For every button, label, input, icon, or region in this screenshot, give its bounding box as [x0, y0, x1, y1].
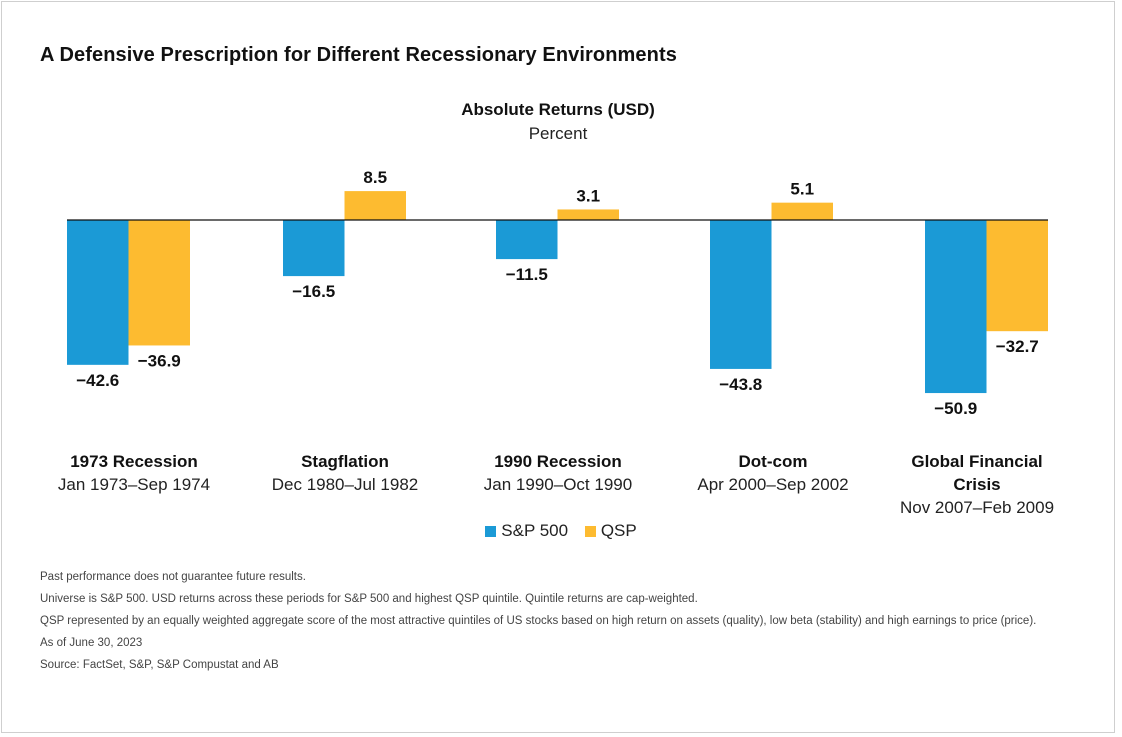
bar-qsp-3	[771, 202, 833, 220]
category-dates-0: Jan 1973–Sep 1974	[58, 475, 210, 494]
category-dates-1: Dec 1980–Jul 1982	[272, 475, 419, 494]
data-label-qsp-3: 5.1	[790, 180, 814, 199]
bar-sp500-1	[283, 220, 345, 277]
category-label-3: Dot-com	[739, 452, 808, 471]
footnote-qsp-definition: QSP represented by an equally weighted a…	[40, 615, 1037, 627]
chart-subtitle: Absolute Returns (USD)	[461, 100, 655, 119]
legend: S&P 500 QSP	[0, 521, 1122, 541]
page-title: A Defensive Prescription for Different R…	[40, 44, 677, 66]
category-label-2: 1990 Recession	[494, 452, 622, 471]
category-label-4-line2: Crisis	[953, 475, 1000, 494]
footnote-date: As of June 30, 2023	[40, 637, 143, 649]
category-label-0: 1973 Recession	[70, 452, 198, 471]
bar-sp500-3	[710, 220, 772, 369]
category-label-1: Stagflation	[301, 452, 389, 471]
data-label-sp500-2: −11.5	[506, 265, 548, 284]
data-label-sp500-0: −42.6	[76, 371, 119, 390]
data-label-qsp-0: −36.9	[138, 351, 181, 370]
legend-swatch-qsp	[584, 526, 596, 537]
category-dates-3: Apr 2000–Sep 2002	[697, 475, 848, 494]
footnotes: Past performance does not guarantee futu…	[40, 566, 1036, 676]
bar-sp500-2	[496, 220, 558, 260]
category-dates-4: Nov 2007–Feb 2009	[900, 498, 1054, 517]
data-label-qsp-2: 3.1	[576, 186, 600, 205]
bar-qsp-1	[344, 191, 406, 220]
footnote-performance: Past performance does not guarantee futu…	[40, 571, 306, 583]
legend-item-qsp: QSP	[584, 521, 637, 541]
chart-unit: Percent	[528, 124, 588, 143]
data-label-sp500-4: −50.9	[934, 399, 977, 418]
footnote-source: Source: FactSet, S&P, S&P Compustat and …	[40, 659, 279, 671]
legend-label-sp500: S&P 500	[501, 521, 569, 540]
footnote-universe: Universe is S&P 500. USD returns across …	[40, 593, 698, 605]
data-label-qsp-4: −32.7	[996, 337, 1039, 356]
bar-qsp-2	[557, 209, 619, 220]
data-label-sp500-3: −43.8	[719, 375, 762, 394]
bar-qsp-0	[128, 220, 190, 346]
bar-qsp-4	[986, 220, 1048, 332]
data-label-sp500-1: −16.5	[292, 282, 335, 301]
category-dates-2: Jan 1990–Oct 1990	[484, 475, 632, 494]
bar-sp500-0	[67, 220, 129, 365]
data-label-qsp-1: 8.5	[363, 168, 387, 187]
bar-sp500-4	[925, 220, 987, 394]
legend-label-qsp: QSP	[600, 521, 637, 540]
legend-item-sp500: S&P 500	[485, 521, 568, 541]
legend-swatch-sp500	[485, 526, 497, 537]
category-label-4: Global Financial	[911, 452, 1042, 471]
